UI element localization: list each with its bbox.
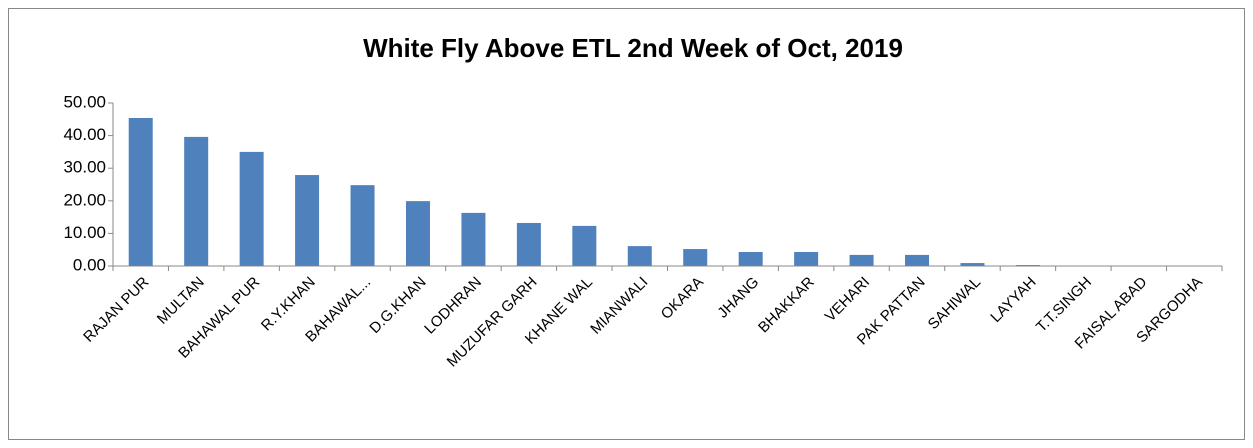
bar <box>350 185 375 266</box>
y-tick-label: 40.00 <box>63 125 106 144</box>
bar <box>128 117 153 266</box>
y-tick-label: 30.00 <box>63 158 106 177</box>
bar <box>239 151 264 266</box>
bar <box>683 249 708 266</box>
bar <box>184 136 209 266</box>
chart-border <box>8 8 1245 440</box>
bar <box>960 263 985 266</box>
chart-title: White Fly Above ETL 2nd Week of Oct, 201… <box>363 33 903 63</box>
bar <box>849 254 874 266</box>
bar <box>794 251 819 266</box>
bar <box>461 212 486 266</box>
y-tick-label: 0.00 <box>73 255 106 274</box>
y-tick-label: 50.00 <box>63 92 106 111</box>
bar <box>295 175 320 266</box>
bar <box>572 225 597 266</box>
bar <box>905 254 930 266</box>
y-tick-label: 10.00 <box>63 223 106 242</box>
bar <box>405 201 430 266</box>
y-tick-label: 20.00 <box>63 190 106 209</box>
bar <box>627 246 652 266</box>
bar <box>738 251 763 266</box>
bar <box>516 222 541 266</box>
